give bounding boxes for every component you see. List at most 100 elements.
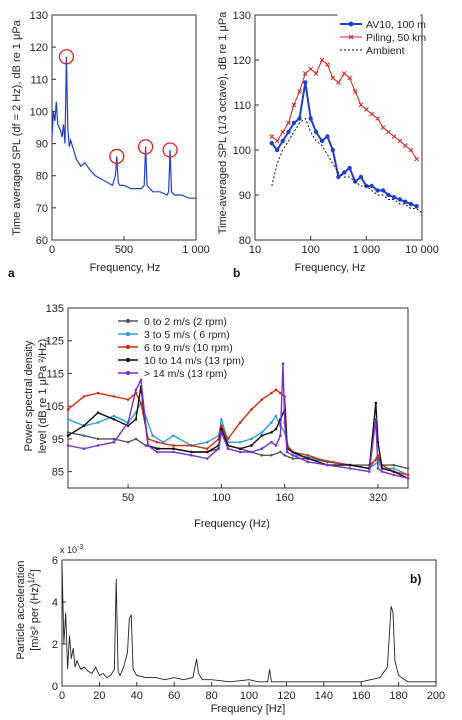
psd-series-point — [151, 434, 154, 437]
psd-series-point — [406, 476, 410, 480]
panel-b-legend-marker — [348, 34, 354, 40]
pa-multiplier: x 10-3 — [60, 544, 83, 555]
panel-b-ytick-label: 90 — [239, 190, 251, 202]
psd-frame — [67, 307, 409, 489]
psd-series-point — [306, 460, 310, 464]
psd-series-point — [190, 453, 193, 457]
psd-series-point — [205, 457, 209, 460]
psd-xtick-label: 320 — [369, 492, 387, 504]
psd-xtick-label: 160 — [275, 492, 293, 504]
panel-a-ytick-label: 110 — [30, 74, 48, 86]
psd-series-line — [67, 363, 409, 479]
panel-b-av10-point — [380, 188, 386, 193]
pa-spectrum-line — [61, 562, 436, 683]
psd-series-point — [326, 460, 329, 464]
psd-series-point — [326, 463, 329, 467]
psd-series-point — [260, 431, 264, 434]
psd-series-point — [274, 444, 278, 447]
psd-series-point — [220, 424, 223, 428]
panel-a-ytick-label: 130 — [30, 10, 48, 22]
panel-a-ylabel: Time averaged SPL (df = 2 Hz), dB re 1 μ… — [11, 19, 23, 235]
psd-series-point — [155, 450, 159, 454]
panel-b-av10-point — [325, 134, 330, 139]
panel-b-legend-label: Piling, 50 km — [366, 32, 426, 44]
panel-b-piling-point — [358, 102, 364, 108]
panel-a-peak-circle — [162, 142, 178, 158]
pa-xtick-label: 20 — [93, 690, 105, 702]
psd-legend-label: 0 to 2 m/s (2 rpm) — [144, 316, 227, 328]
panel-a-peak-circle — [137, 139, 154, 155]
psd-series-point — [406, 473, 410, 477]
psd-series-point — [281, 362, 285, 365]
pa-ylabel-line1: Particle acceleration — [15, 560, 27, 659]
pa-ytick-label: 0 — [52, 681, 58, 693]
panel-b-piling-point — [297, 89, 302, 94]
panel-a-peak-circle — [109, 148, 125, 165]
panel-b-piling-point — [352, 89, 358, 94]
panel-b-piling-point — [302, 71, 308, 76]
psd-series-point — [126, 421, 130, 424]
pa-xtick-label: 60 — [168, 690, 180, 702]
pa-panel-tag: b) — [410, 572, 421, 586]
psd-legend-label: > 14 m/s (13 rpm) — [144, 368, 227, 380]
psd-series-point — [172, 434, 175, 437]
panel-b-legend-label: Ambient — [366, 45, 405, 57]
pa-xtick-label: 120 — [277, 690, 295, 702]
pa-xtick-label: 100 — [240, 690, 258, 702]
panel-b-series-line — [271, 59, 418, 160]
psd-ytick-label: 95 — [52, 434, 64, 446]
panel-b-series-line — [271, 117, 423, 214]
psd-series-point — [274, 427, 278, 431]
panel-b-piling-point — [369, 111, 375, 117]
panel-b-av10-point — [291, 120, 297, 126]
psd-series-point — [112, 440, 116, 444]
panel-a-xtick-label: 0 — [49, 244, 55, 256]
psd-legend-marker — [125, 331, 131, 337]
psd-series-point — [367, 470, 371, 473]
panel-a-spectrum-line — [51, 56, 196, 199]
psd-series-point — [96, 411, 100, 415]
pa-ytick-label: 4 — [52, 597, 58, 609]
psd-series-line — [67, 401, 409, 476]
psd-series-point — [348, 467, 352, 470]
psd-series-point — [238, 447, 242, 451]
panel-b-av10-point — [414, 204, 419, 209]
psd-series-point — [306, 457, 310, 460]
pa-ylabel-sup: 1/2 — [27, 572, 36, 584]
panel-b-ytick-label: 130 — [233, 10, 251, 22]
panel-a-chart: Time averaged SPL (df = 2 Hz), dB re 1 μ… — [8, 10, 210, 280]
psd-series-point — [226, 437, 230, 441]
panel-b-piling-point — [397, 138, 403, 144]
psd-series-point — [279, 434, 282, 437]
pa-ytick-label: 2 — [52, 639, 58, 651]
psd-series-point — [66, 408, 70, 411]
panel-b-piling-point — [391, 134, 397, 139]
panel-b-piling-point — [325, 62, 330, 67]
panel-b-piling-point — [274, 138, 280, 144]
panel-b-piling-point — [402, 143, 408, 148]
psd-series-point — [82, 447, 86, 451]
psd-series-point — [260, 434, 264, 437]
psd-series-point — [348, 463, 352, 467]
psd-series-point — [270, 391, 273, 395]
psd-series-point — [374, 401, 378, 405]
panel-b-piling-point — [313, 71, 319, 76]
psd-series-point — [250, 437, 253, 441]
psd-series-point — [274, 388, 278, 392]
pa-xtick-label: 140 — [315, 690, 333, 702]
psd-series-point — [139, 378, 143, 382]
psd-series-point — [96, 391, 100, 395]
psd-series-point — [205, 450, 209, 454]
psd-series-point — [112, 437, 116, 441]
panel-b-chart: Time-averaged SPL (1/3 octave), dB re 1 … — [217, 10, 439, 280]
panel-b-av10-point — [319, 138, 325, 144]
psd-series-point — [172, 447, 175, 451]
psd-series-point — [283, 453, 286, 457]
psd-series-point — [220, 417, 223, 421]
psd-series-point — [96, 437, 100, 441]
psd-ytick-label: 135 — [46, 303, 64, 315]
panel-b-xtick-label: 100 — [301, 244, 319, 256]
psd-series-line — [67, 425, 409, 470]
psd-series-point — [306, 453, 310, 457]
panel-a-peak-circle — [58, 49, 75, 65]
